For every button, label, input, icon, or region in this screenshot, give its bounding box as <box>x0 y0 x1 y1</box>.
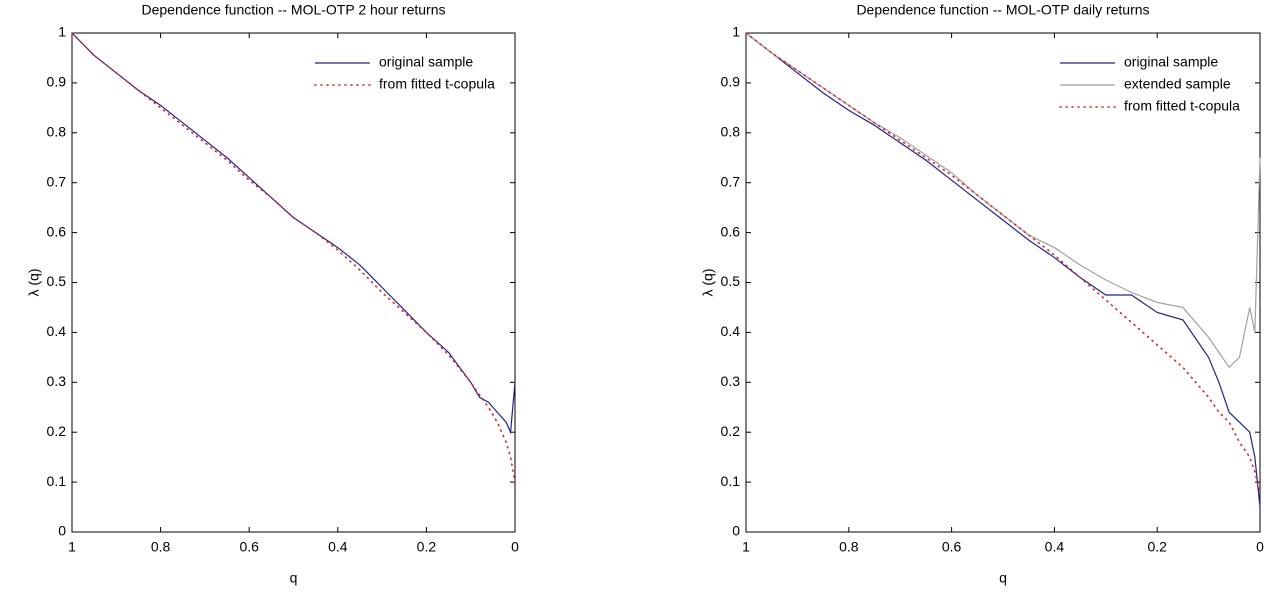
x-tick-label: 0.4 <box>1045 539 1065 555</box>
y-tick-label: 0.6 <box>47 223 67 239</box>
plot-area <box>71 32 516 533</box>
plot-area <box>745 32 1261 533</box>
x-tick-label: 0.8 <box>151 539 171 555</box>
y-tick-label: 0.2 <box>721 423 741 439</box>
y-tick-label: 0.7 <box>721 173 741 189</box>
x-tick-label: 0.2 <box>1147 539 1167 555</box>
y-axis-label: λ (q) <box>700 269 716 297</box>
y-axis-label: λ (q) <box>26 269 42 297</box>
y-tick-label: 0.2 <box>47 423 67 439</box>
legend-label: extended sample <box>1124 76 1231 92</box>
chart-title: Dependence function -- MOL-OTP 2 hour re… <box>141 2 445 18</box>
legend-label: from fitted t-copula <box>379 76 495 92</box>
y-tick-label: 0.8 <box>721 124 741 140</box>
x-axis-label: q <box>999 570 1007 586</box>
y-tick-label: 0.7 <box>47 173 67 189</box>
y-tick-label: 0.5 <box>47 273 67 289</box>
series-line <box>71 32 516 435</box>
x-tick-label: 0.2 <box>417 539 437 555</box>
chart-title: Dependence function -- MOL-OTP daily ret… <box>856 2 1149 18</box>
y-tick-label: 1 <box>58 24 66 40</box>
x-tick-label: 0.6 <box>942 539 962 555</box>
x-tick-label: 0 <box>1256 539 1264 555</box>
y-tick-label: 0.3 <box>721 373 741 389</box>
y-tick-label: 0 <box>58 523 66 539</box>
series-line <box>71 32 516 483</box>
y-tick-label: 0.8 <box>47 124 67 140</box>
y-tick-label: 0 <box>732 523 740 539</box>
y-tick-label: 0.9 <box>721 74 741 90</box>
y-tick-label: 0.6 <box>721 223 741 239</box>
y-tick-label: 0.1 <box>721 473 741 489</box>
series-line <box>745 32 1261 493</box>
x-tick-label: 0 <box>511 539 519 555</box>
y-tick-label: 0.4 <box>721 323 741 339</box>
x-axis-label: q <box>290 570 298 586</box>
y-tick-label: 1 <box>732 24 740 40</box>
x-tick-label: 1 <box>68 539 76 555</box>
series-line <box>745 32 1261 508</box>
y-tick-label: 0.4 <box>47 323 67 339</box>
y-tick-label: 0.1 <box>47 473 67 489</box>
y-tick-label: 0.5 <box>721 273 741 289</box>
x-tick-label: 1 <box>742 539 750 555</box>
legend-label: original sample <box>1124 54 1218 70</box>
y-tick-label: 0.3 <box>47 373 67 389</box>
legend-label: original sample <box>379 54 473 70</box>
x-tick-label: 0.8 <box>839 539 859 555</box>
legend-label: from fitted t-copula <box>1124 98 1240 114</box>
y-tick-label: 0.9 <box>47 74 67 90</box>
x-tick-label: 0.6 <box>239 539 259 555</box>
x-tick-label: 0.4 <box>328 539 348 555</box>
